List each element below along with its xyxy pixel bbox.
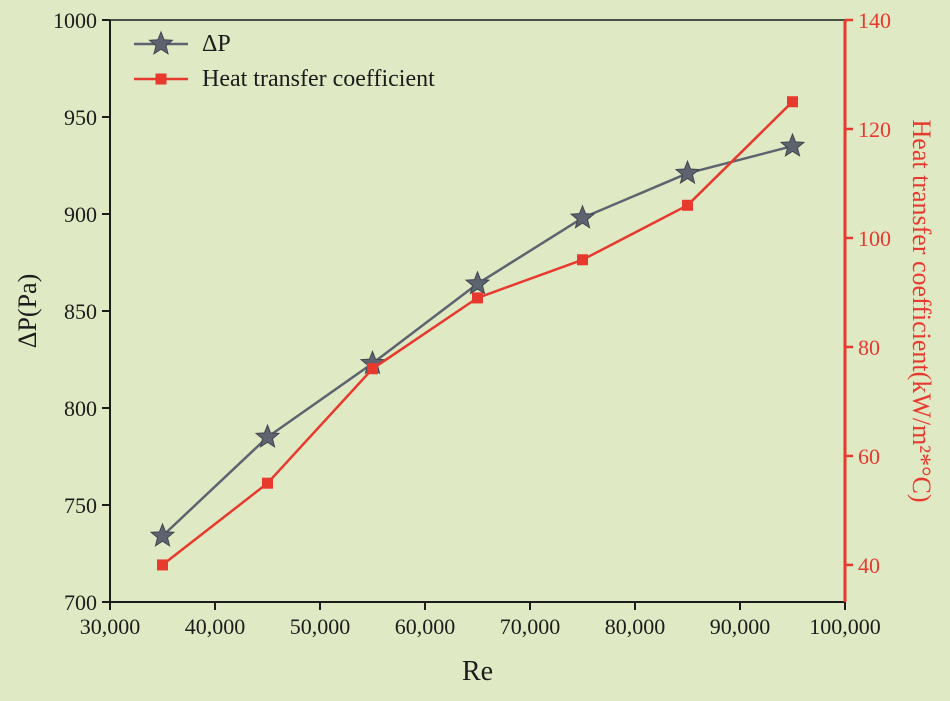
- y-left-tick-label: 900: [64, 202, 97, 227]
- x-tick-label: 30,000: [80, 614, 141, 639]
- legend-sample-canvas: [134, 30, 188, 55]
- x-tick-label: 50,000: [290, 614, 351, 639]
- y-left-tick-label: 700: [64, 590, 97, 615]
- star-marker: [254, 423, 281, 448]
- square-marker: [577, 254, 588, 266]
- star-marker: [674, 159, 701, 185]
- star-marker: [148, 30, 174, 55]
- x-tick-label: 80,000: [605, 614, 666, 639]
- x-tick-label: 40,000: [185, 614, 246, 639]
- star-marker: [569, 204, 596, 229]
- y-axis-right-title: Heat transfer coefficient(kW/m²*°C): [907, 119, 936, 503]
- legend-item-htc: Heat transfer coefficient: [132, 65, 435, 93]
- x-tick-label: 60,000: [395, 614, 456, 639]
- y-left-tick-label: 800: [64, 396, 97, 421]
- star-marker: [464, 270, 491, 295]
- y-right-tick-label: 40: [858, 553, 880, 578]
- legend: ΔP Heat transfer coefficient: [132, 30, 435, 93]
- y-right-tick-label: 140: [858, 8, 891, 33]
- y-left-tick-label: 750: [64, 493, 97, 518]
- x-tick-label: 70,000: [500, 614, 561, 639]
- legend-square-marker-icon: [132, 65, 190, 93]
- y-axis-left-title: ΔP(Pa): [13, 273, 42, 349]
- legend-sample-canvas: [134, 73, 188, 85]
- series-line-0: [161, 144, 793, 537]
- square-marker: [157, 559, 168, 571]
- y-right-tick-label: 100: [858, 226, 891, 251]
- square-marker: [155, 73, 167, 85]
- y-left-tick-label: 850: [64, 299, 97, 324]
- y-right-tick-label: 120: [858, 117, 891, 142]
- legend-label-htc: Heat transfer coefficient: [202, 65, 435, 92]
- square-marker: [787, 96, 798, 108]
- legend-star-marker-icon: [132, 30, 190, 58]
- x-tick-label: 100,000: [809, 614, 881, 639]
- square-marker: [367, 363, 378, 375]
- y-left-tick-label: 1000: [53, 8, 97, 33]
- square-marker: [262, 477, 273, 489]
- star-marker: [149, 522, 176, 547]
- y-left-tick-label: 950: [64, 105, 97, 130]
- legend-label-delta-p: ΔP: [202, 30, 231, 57]
- legend-item-delta-p: ΔP: [132, 30, 435, 58]
- square-marker: [682, 199, 693, 211]
- star-marker: [779, 132, 806, 157]
- y-right-tick-label: 80: [858, 335, 880, 360]
- square-marker: [472, 292, 483, 304]
- x-tick-label: 90,000: [710, 614, 771, 639]
- y-right-tick-label: 60: [858, 444, 880, 469]
- x-axis-title: Re: [461, 656, 494, 687]
